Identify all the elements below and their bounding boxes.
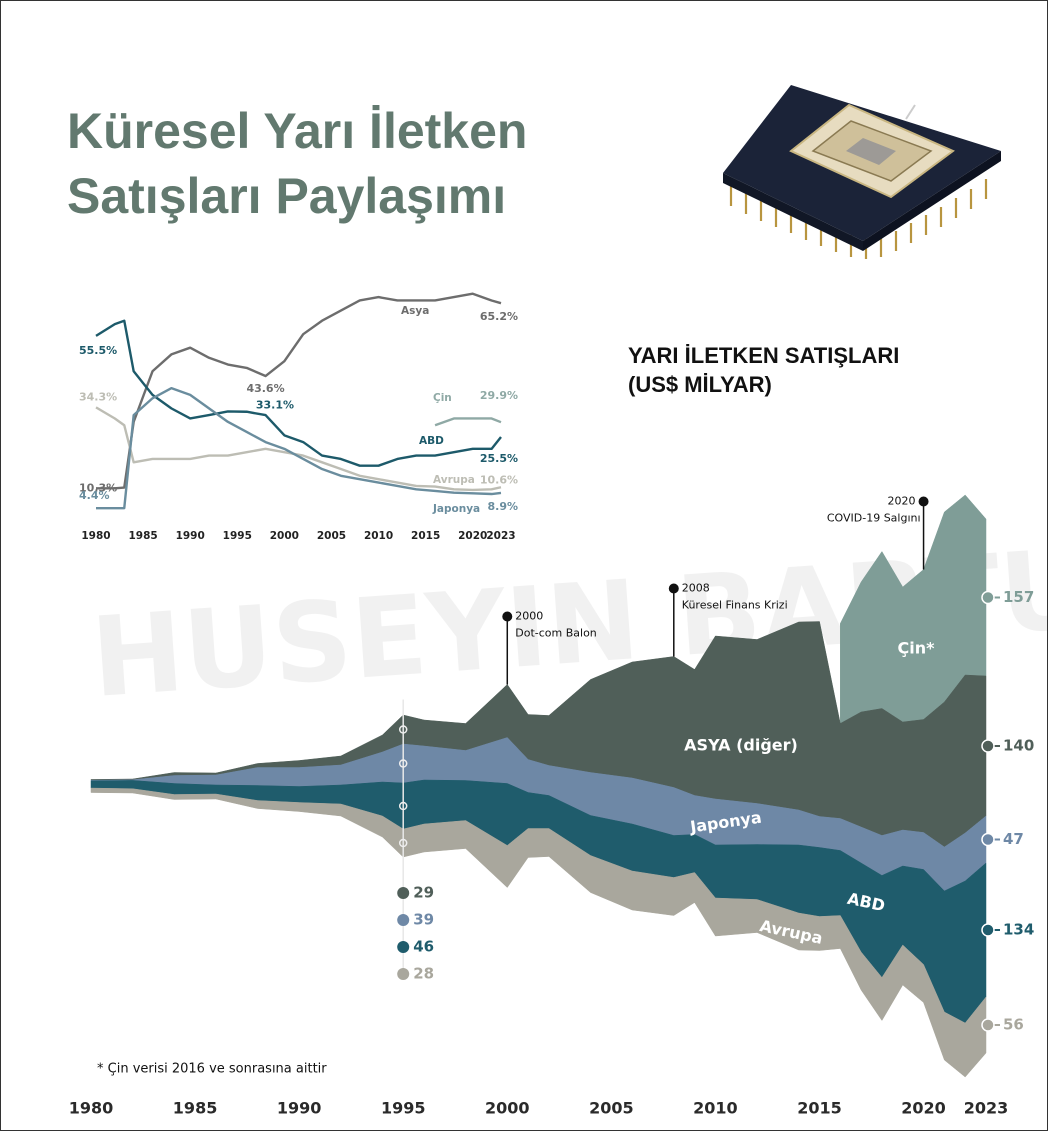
x-tick-label: 2015 <box>797 1099 842 1118</box>
marker-label: 39 <box>413 911 434 929</box>
series-label: Asya <box>401 305 429 317</box>
event-dot <box>919 497 929 507</box>
stream-label: ASYA (diğer) <box>684 736 798 755</box>
marker-dot <box>397 968 409 980</box>
x-tick-label: 1985 <box>128 530 157 542</box>
x-tick-label: 2000 <box>485 1099 530 1118</box>
series-label: Avrupa <box>433 474 475 486</box>
x-tick-label: 2005 <box>317 530 346 542</box>
marker-dot <box>397 914 409 926</box>
event-dot <box>669 584 679 594</box>
value-label: 29.9% <box>480 389 518 402</box>
end-label: 134 <box>1003 921 1034 939</box>
chip-illustration <box>723 85 1001 259</box>
footnote: * Çin verisi 2016 ve sonrasına aittir <box>97 1062 327 1077</box>
x-tick-label: 1985 <box>173 1099 218 1118</box>
event-year: 2008 <box>682 582 710 595</box>
marker-dot <box>397 887 409 899</box>
marker-label: 46 <box>413 938 434 956</box>
x-tick-label: 2020 <box>458 530 487 542</box>
end-dot <box>982 924 994 936</box>
x-tick-label: 2023 <box>964 1099 1009 1118</box>
x-tick-label: 2010 <box>364 530 393 542</box>
event-year: 2000 <box>515 610 543 623</box>
x-tick-label: 1990 <box>176 530 205 542</box>
end-dot <box>982 834 994 846</box>
line <box>96 388 501 508</box>
line <box>435 418 501 425</box>
event-dot <box>502 612 512 622</box>
end-dot <box>982 740 994 752</box>
value-label: 8.9% <box>487 500 518 513</box>
x-tick-label: 1995 <box>223 530 252 542</box>
value-label: 65.2% <box>480 310 518 323</box>
value-label: 33.1% <box>256 398 294 411</box>
end-label: 157 <box>1003 588 1034 606</box>
marker-dot <box>397 941 409 953</box>
event-label: Küresel Finans Krizi <box>682 599 788 612</box>
event-label: COVID-19 Salgını <box>827 512 921 525</box>
event-year: 2020 <box>888 495 916 508</box>
series-label: Çin <box>433 392 452 404</box>
x-tick-label: 1980 <box>81 530 110 542</box>
x-tick-label: 2023 <box>486 530 515 542</box>
page-title: Küresel Yarı İletken Satışları Paylaşımı <box>67 99 527 229</box>
x-tick-label: 2005 <box>589 1099 634 1118</box>
series-label: Japonya <box>432 503 480 515</box>
x-tick-label: 2020 <box>901 1099 946 1118</box>
end-dot <box>982 1019 994 1031</box>
x-tick-label: 2000 <box>270 530 299 542</box>
end-label: 56 <box>1003 1016 1024 1034</box>
value-label: 34.3% <box>79 390 117 403</box>
value-label: 4.4% <box>79 489 110 502</box>
chart-title: YARI İLETKEN SATIŞLARI (US$ MİLYAR) <box>628 342 899 399</box>
marker-label: 28 <box>413 965 434 983</box>
end-label: 140 <box>1003 737 1034 755</box>
series-label: ABD <box>419 435 444 447</box>
x-tick-label: 1980 <box>69 1099 114 1118</box>
event-label: Dot-com Balon <box>515 627 597 640</box>
value-label: 25.5% <box>480 452 518 465</box>
page: Küresel Yarı İletken Satışları Paylaşımı… <box>0 0 1048 1131</box>
value-label: 10.6% <box>480 473 518 486</box>
end-dot <box>982 592 994 604</box>
x-tick-label: 2010 <box>693 1099 738 1118</box>
value-label: 55.5% <box>79 344 117 357</box>
x-tick-label: 1990 <box>277 1099 322 1118</box>
infographic: HUSEYIN BARTU 19801985199019952000200520… <box>0 0 1048 1131</box>
value-label: 43.6% <box>246 382 284 395</box>
x-tick-label: 2015 <box>411 530 440 542</box>
stream-label: Çin* <box>898 639 936 658</box>
marker-label: 29 <box>413 884 434 902</box>
body: HUSEYIN BARTU 19801985199019952000200520… <box>0 0 1048 1131</box>
x-tick-label: 1995 <box>381 1099 426 1118</box>
end-label: 47 <box>1003 830 1024 848</box>
